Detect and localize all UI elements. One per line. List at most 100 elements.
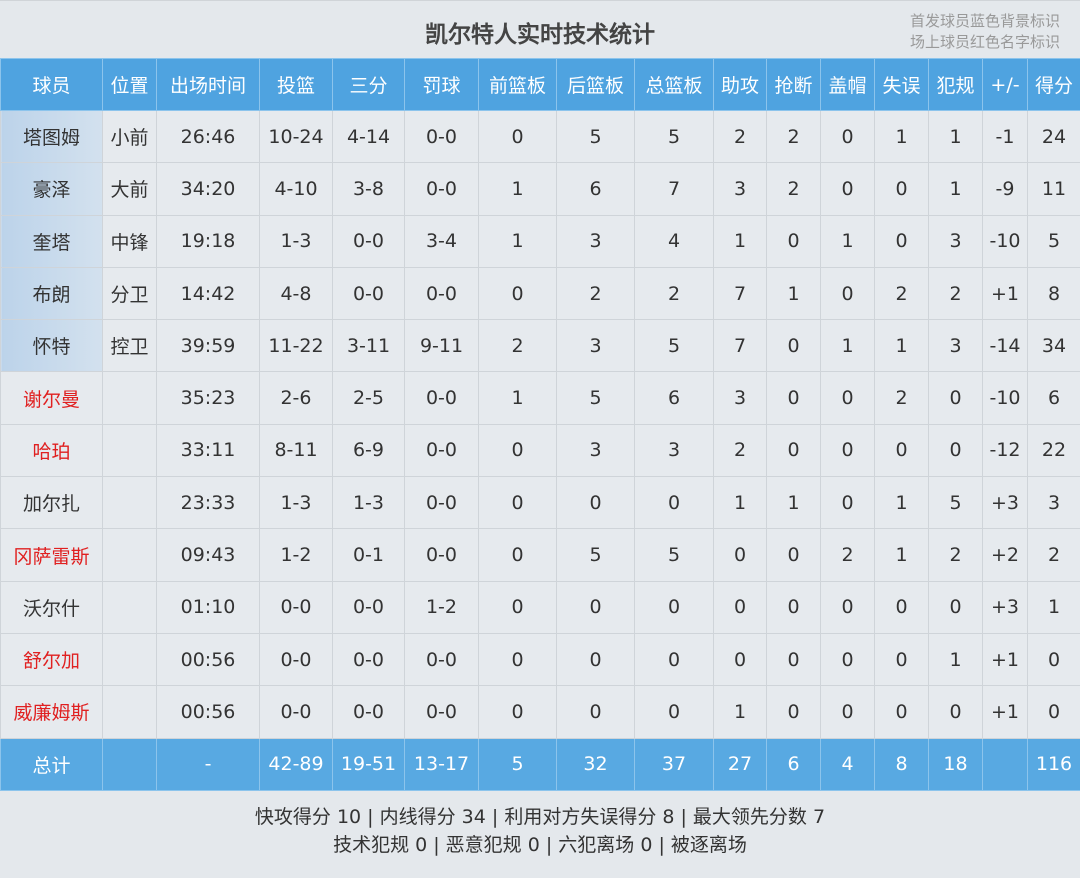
column-header[interactable]: 罚球 xyxy=(404,58,479,111)
stat-cell: 7 xyxy=(713,319,767,373)
stat-cell xyxy=(102,580,157,634)
player-name[interactable]: 哈珀 xyxy=(0,423,103,478)
column-header[interactable]: 球员 xyxy=(0,58,103,111)
column-header[interactable]: 总篮板 xyxy=(634,58,714,111)
stat-cell: 2-6 xyxy=(259,371,333,425)
stat-cell: +1 xyxy=(982,632,1028,687)
stat-cell: 0 xyxy=(634,685,714,739)
stat-cell: 大前 xyxy=(102,162,157,216)
column-header[interactable]: 出场时间 xyxy=(156,58,260,111)
stat-cell: -14 xyxy=(982,319,1028,373)
stat-cell: 6 xyxy=(1027,371,1080,425)
column-header[interactable]: 助攻 xyxy=(713,58,767,111)
stat-cell: 0-0 xyxy=(404,423,479,478)
column-header[interactable]: 得分 xyxy=(1027,58,1080,111)
stat-cell: 00:56 xyxy=(156,685,260,739)
stat-cell: 0 xyxy=(874,162,929,216)
stat-cell: 0 xyxy=(478,266,557,321)
player-name[interactable]: 塔图姆 xyxy=(0,109,103,164)
total-cell: 总计 xyxy=(0,737,103,791)
stat-cell: 0-0 xyxy=(404,266,479,321)
column-header[interactable]: 抢断 xyxy=(766,58,821,111)
stat-cell: +1 xyxy=(982,685,1028,739)
stat-cell: 3 xyxy=(634,423,714,478)
total-cell: 13-17 xyxy=(404,737,479,791)
stat-cell: 1 xyxy=(874,476,929,530)
total-cell: 5 xyxy=(478,737,557,791)
stat-cell: 0 xyxy=(766,580,821,634)
stat-cell: 2 xyxy=(874,266,929,321)
stat-cell: 0 xyxy=(874,685,929,739)
column-header[interactable]: 三分 xyxy=(332,58,405,111)
legend: 首发球员蓝色背景标识 场上球员红色名字标识 xyxy=(910,11,1060,53)
column-header[interactable]: 盖帽 xyxy=(820,58,875,111)
stat-cell: 0 xyxy=(874,423,929,478)
player-name[interactable]: 威廉姆斯 xyxy=(0,685,103,739)
player-name[interactable]: 布朗 xyxy=(0,266,103,321)
column-header[interactable]: 位置 xyxy=(102,58,157,111)
stat-cell: 1 xyxy=(928,109,983,164)
total-cell: 18 xyxy=(928,737,983,791)
stat-cell: -12 xyxy=(982,423,1028,478)
stat-cell: 8 xyxy=(1027,266,1080,321)
column-header[interactable]: 失误 xyxy=(874,58,929,111)
stat-cell: +1 xyxy=(982,266,1028,321)
stat-cell: 0-0 xyxy=(404,476,479,530)
stat-cell xyxy=(102,528,157,582)
player-name[interactable]: 怀特 xyxy=(0,319,103,373)
stat-cell: 35:23 xyxy=(156,371,260,425)
stat-cell: 0 xyxy=(874,214,929,268)
stat-cell: 0-0 xyxy=(404,528,479,582)
player-row: 豪泽 大前 34:20 4-10 3-8 0-0 1 6 7 3 2 0 0 1 -9 11 xyxy=(0,162,1080,216)
player-name[interactable]: 加尔扎 xyxy=(0,476,103,530)
column-header[interactable]: +/- xyxy=(982,58,1028,111)
stat-cell: 8-11 xyxy=(259,423,333,478)
column-header[interactable]: 投篮 xyxy=(259,58,333,111)
player-row: 加尔扎 23:33 1-3 1-3 0-0 0 0 0 1 1 0 1 5 +3 3 xyxy=(0,476,1080,530)
stat-cell: 11 xyxy=(1027,162,1080,216)
stat-cell: 33:11 xyxy=(156,423,260,478)
stat-cell: 0 xyxy=(634,476,714,530)
stat-cell: 1-2 xyxy=(404,580,479,634)
player-name[interactable]: 冈萨雷斯 xyxy=(0,528,103,582)
player-name[interactable]: 谢尔曼 xyxy=(0,371,103,425)
stat-cell: 小前 xyxy=(102,109,157,164)
stat-cell: 3 xyxy=(928,319,983,373)
column-header[interactable]: 犯规 xyxy=(928,58,983,111)
stat-cell: 0 xyxy=(766,214,821,268)
stat-cell: 26:46 xyxy=(156,109,260,164)
total-cell xyxy=(982,737,1028,791)
stat-cell: 1 xyxy=(713,214,767,268)
column-header[interactable]: 前篮板 xyxy=(478,58,557,111)
stat-cell: 0 xyxy=(928,371,983,425)
player-row: 怀特 控卫 39:59 11-22 3-11 9-11 2 3 5 7 0 1 1 3 -14 34 xyxy=(0,319,1080,373)
stat-cell: 3 xyxy=(556,423,635,478)
stat-cell: 0 xyxy=(478,476,557,530)
player-name[interactable]: 奎塔 xyxy=(0,214,103,268)
stat-cell: 0-0 xyxy=(259,632,333,687)
column-header[interactable]: 后篮板 xyxy=(556,58,635,111)
stat-cell: 1-3 xyxy=(259,476,333,530)
total-cell: 4 xyxy=(820,737,875,791)
stat-cell: 0-0 xyxy=(404,685,479,739)
stat-cell: 2 xyxy=(928,266,983,321)
stat-cell: 0 xyxy=(766,423,821,478)
player-name[interactable]: 舒尔加 xyxy=(0,632,103,687)
stat-cell: 0 xyxy=(820,423,875,478)
stat-cell: 中锋 xyxy=(102,214,157,268)
stat-cell: 5 xyxy=(556,371,635,425)
total-cell: 32 xyxy=(556,737,635,791)
player-name[interactable]: 沃尔什 xyxy=(0,580,103,634)
stat-cell: 6 xyxy=(634,371,714,425)
stat-cell: 1-2 xyxy=(259,528,333,582)
player-name[interactable]: 豪泽 xyxy=(0,162,103,216)
stat-cell: 0 xyxy=(713,580,767,634)
stat-cell: 0 xyxy=(634,580,714,634)
legend-starter: 首发球员蓝色背景标识 xyxy=(909,12,1060,30)
stat-cell: 23:33 xyxy=(156,476,260,530)
stat-cell xyxy=(102,476,157,530)
summary: 快攻得分 10 | 内线得分 34 | 利用对方失误得分 8 | 最大领先分数 … xyxy=(0,791,1080,859)
table-header-row: 球员 位置 出场时间 投篮 三分 罚球 前篮板 后篮板 总篮板 助攻 抢断 盖帽 失误 犯规 +/- 得分 xyxy=(0,58,1080,111)
stat-cell: 4-10 xyxy=(259,162,333,216)
stat-cell: 0 xyxy=(874,632,929,687)
